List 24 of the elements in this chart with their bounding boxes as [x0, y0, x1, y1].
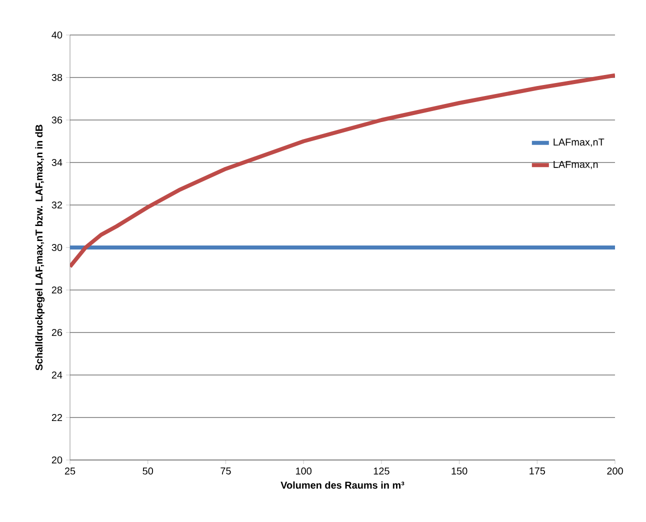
- y-tick-label: 40: [52, 31, 62, 39]
- x-axis-title: Volumen des Raums in m³: [280, 481, 404, 489]
- x-tick-label: 100: [296, 468, 312, 475]
- y-axis-title: Schalldruckpegel LAF,max,nT bzw. LAF,max,n in dB: [35, 124, 45, 370]
- y-tick-label: 38: [52, 74, 62, 82]
- y-tick-label: 22: [52, 414, 62, 421]
- x-tick-label: 50: [142, 468, 154, 475]
- legend-label: LAFmax,nT: [554, 138, 604, 147]
- x-tick-label: 75: [220, 468, 231, 474]
- y-tick-label: 26: [52, 328, 62, 336]
- x-tick-label: 200: [607, 468, 623, 475]
- x-tick-label: 175: [530, 468, 546, 474]
- x-tick-label: 125: [374, 468, 390, 475]
- y-tick-label: 30: [52, 244, 62, 252]
- x-tick-label: 25: [64, 468, 76, 475]
- y-tick-label: 28: [52, 286, 62, 294]
- line-series: [70, 73, 616, 269]
- y-tick-label: 32: [52, 201, 62, 209]
- y-tick-label: 34: [52, 158, 62, 166]
- y-tick-label: 24: [52, 372, 62, 378]
- y-tick-label: 36: [52, 116, 62, 124]
- x-tick-label: 150: [452, 468, 468, 475]
- y-tick-label: 20: [52, 456, 62, 464]
- legend-label: LAFmax,n: [554, 160, 598, 170]
